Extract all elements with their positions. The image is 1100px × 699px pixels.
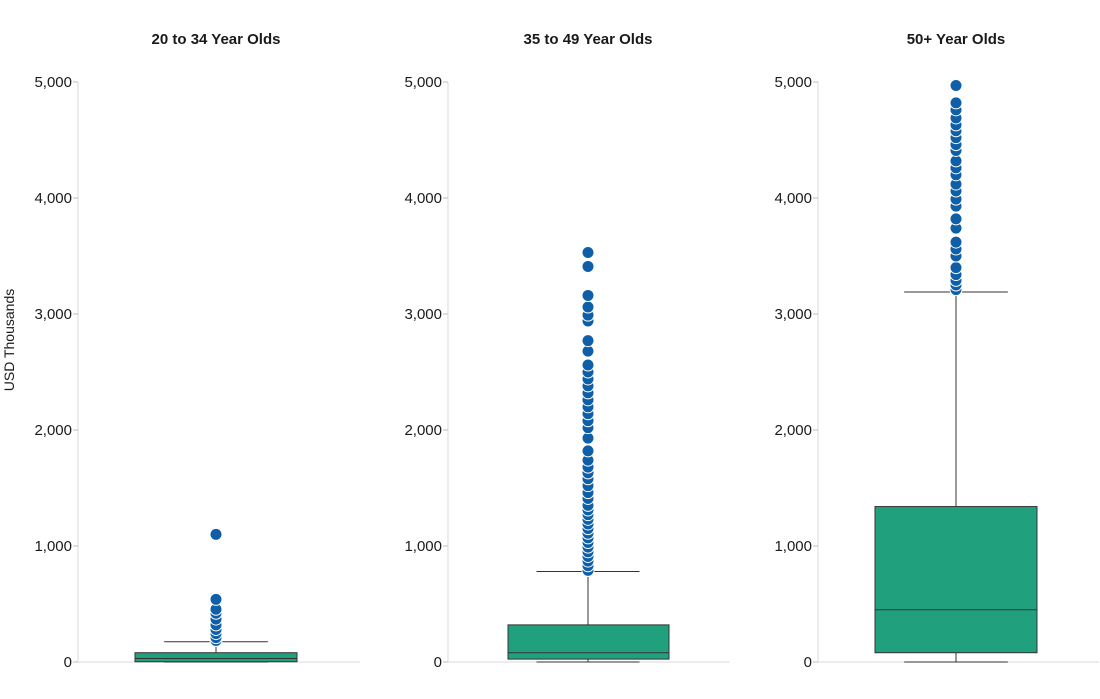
panel-3-outlier-point [949,235,963,249]
panel-1-outlier-point [209,592,223,606]
panel-1-tick-label: 5,000 [34,74,72,91]
panel-1-tick-label: 4,000 [34,190,72,207]
panel-2-title: 35 to 49 Year Olds [524,31,653,48]
panel-1-tick-label: 3,000 [34,306,72,323]
panel-2-tick-label: 4,000 [404,190,442,207]
panel-3-tick-label: 3,000 [774,306,812,323]
panel-1-tick-label: 2,000 [34,422,72,439]
panel-2-outlier-point [581,259,595,273]
y-axis-label: USD Thousands [1,289,17,391]
panel-1-tick-label: 0 [64,654,72,671]
panel-3-outlier-point [949,212,963,226]
panel-3-outlier-point [949,96,963,110]
panel-1-box [134,652,298,663]
panel-3-outlier-point [949,261,963,275]
panel-3-outlier-point [949,78,963,92]
panel-2-tick-label: 2,000 [404,422,442,439]
panel-2-outlier-point [581,300,595,314]
panel-1-outlier-point [209,527,223,541]
panel-2-outlier-point [581,246,595,260]
panel-3-title: 50+ Year Olds [907,31,1006,48]
panel-2-tick-label: 5,000 [404,74,442,91]
panel-2-outlier-point [581,334,595,348]
panel-1-title: 20 to 34 Year Olds [152,31,281,48]
panel-2-box [507,624,670,660]
panel-3-tick-label: 4,000 [774,190,812,207]
panel-3-tick-label: 1,000 [774,538,812,555]
panel-2-tick-label: 1,000 [404,538,442,555]
panel-2-outlier-point [581,358,595,372]
panel-2-outlier-point [581,288,595,302]
panel-3-tick-label: 0 [804,654,812,671]
panel-3-tick-label: 5,000 [774,74,812,91]
panel-2-tick-label: 0 [434,654,442,671]
panel-3-tick-label: 2,000 [774,422,812,439]
panel-3-box [874,506,1038,654]
panel-2-tick-label: 3,000 [404,306,442,323]
panel-1-tick-label: 1,000 [34,538,72,555]
panel-2-outlier-point [581,444,595,458]
